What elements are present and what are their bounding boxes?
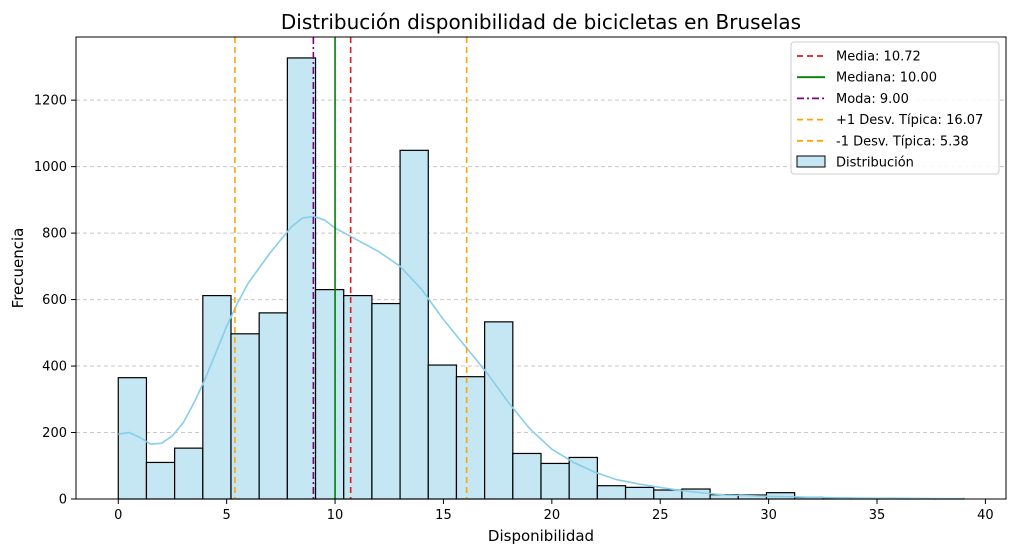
histogram-bar bbox=[400, 150, 428, 499]
y-tick-label: 600 bbox=[42, 293, 67, 308]
x-axis-label: Disponibilidad bbox=[488, 527, 594, 545]
y-tick-label: 1000 bbox=[34, 160, 67, 175]
x-tick-label: 40 bbox=[977, 508, 994, 523]
histogram-bar bbox=[626, 487, 654, 499]
x-tick-label: 10 bbox=[327, 508, 344, 523]
histogram-bar bbox=[541, 463, 569, 499]
histogram-bar bbox=[287, 58, 315, 499]
y-tick-label: 1200 bbox=[34, 94, 67, 109]
histogram-bar bbox=[372, 304, 400, 499]
histogram-bar bbox=[456, 377, 484, 499]
x-tick-label: 30 bbox=[760, 508, 777, 523]
histogram-bar bbox=[316, 290, 344, 499]
histogram-bar bbox=[259, 313, 287, 499]
chart-title: Distribución disponibilidad de bicicleta… bbox=[281, 10, 801, 34]
histogram-bar bbox=[485, 322, 513, 499]
x-tick-label: 25 bbox=[652, 508, 669, 523]
histogram-bar bbox=[428, 365, 456, 499]
legend-label: Moda: 9.00 bbox=[836, 92, 909, 107]
x-tick-label: 35 bbox=[869, 508, 886, 523]
y-tick-label: 0 bbox=[59, 493, 67, 508]
histogram-bar bbox=[146, 462, 174, 499]
histogram-bar bbox=[513, 453, 541, 499]
y-axis-ticks: 0 200 400 600 800 1000 1200 bbox=[34, 94, 76, 508]
legend-label: Media: 10.72 bbox=[836, 50, 921, 65]
histogram-bar bbox=[597, 486, 625, 499]
legend-swatch bbox=[797, 156, 825, 167]
y-axis-label: Frecuencia bbox=[9, 228, 27, 309]
x-tick-label: 15 bbox=[435, 508, 452, 523]
histogram-bar bbox=[344, 296, 372, 499]
y-tick-label: 400 bbox=[42, 360, 67, 375]
histogram-bar bbox=[569, 457, 597, 499]
legend-label: +1 Desv. Típica: 16.07 bbox=[836, 113, 983, 128]
x-tick-label: 5 bbox=[223, 508, 231, 523]
legend: Media: 10.72 Mediana: 10.00 Moda: 9.00 +1 D… bbox=[791, 42, 999, 174]
x-tick-label: 20 bbox=[544, 508, 561, 523]
x-tick-label: 0 bbox=[114, 508, 122, 523]
x-axis-ticks: 0 5 10 15 20 25 30 35 40 bbox=[114, 499, 994, 523]
y-tick-label: 200 bbox=[42, 426, 67, 441]
legend-label: Distribución bbox=[836, 156, 914, 171]
histogram-bar bbox=[654, 490, 682, 499]
legend-label: Mediana: 10.00 bbox=[836, 71, 937, 86]
legend-label: -1 Desv. Típica: 5.38 bbox=[836, 134, 969, 149]
histogram-bar bbox=[175, 448, 203, 499]
y-tick-label: 800 bbox=[42, 227, 67, 242]
